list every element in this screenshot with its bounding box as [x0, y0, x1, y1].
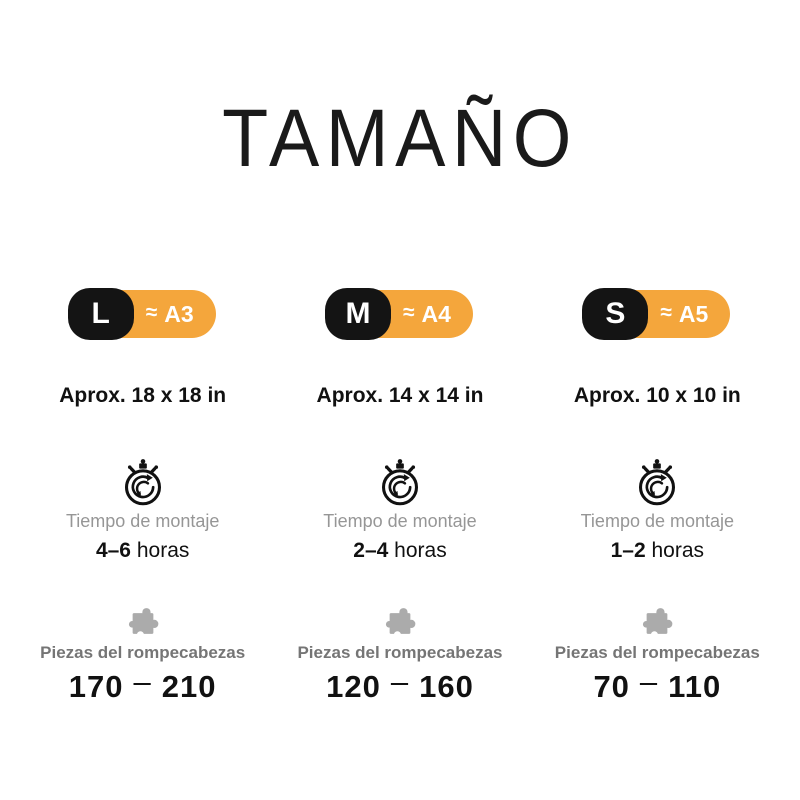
pieces-max: 110 — [668, 669, 722, 704]
dimensions-text: Aprox. 14 x 14 in — [316, 384, 484, 407]
time-unit: horas — [136, 539, 190, 562]
puzzle-piece-icon — [638, 601, 676, 639]
size-letter: M — [345, 297, 371, 330]
time-range: 1–2 — [610, 539, 646, 562]
time-range: 4–6 — [95, 539, 131, 562]
pieces-label: Piezas del rompecabezas — [40, 643, 246, 662]
approx-symbol: ≈ — [145, 301, 158, 324]
paper-size: A3 — [164, 300, 194, 327]
page-title: TAMAÑO — [222, 93, 578, 184]
pieces-separator: – — [639, 664, 659, 699]
pieces-max: 210 — [161, 669, 217, 704]
approx-symbol: ≈ — [403, 301, 415, 324]
pieces-min: 70 — [593, 669, 630, 704]
pieces-separator: – — [390, 664, 410, 699]
stopwatch-icon — [377, 456, 423, 508]
pieces-min: 170 — [68, 669, 124, 704]
assembly-time-value: 4–6 horas — [96, 539, 189, 563]
pieces-label: Piezas del rompecabezas — [297, 643, 503, 662]
size-letter-chip: L — [67, 288, 134, 340]
size-column-l: L ≈ A3 Aprox. 18 x 18 in — [14, 288, 271, 705]
size-badge-l: L ≈ A3 — [67, 288, 216, 340]
dimensions-text: Aprox. 18 x 18 in — [59, 384, 227, 407]
assembly-time-value: 2–4 horas — [353, 539, 446, 563]
paper-size: A5 — [678, 300, 709, 327]
size-badge-s: S ≈ A5 — [582, 288, 731, 340]
time-unit: horas — [394, 539, 447, 562]
pieces-label: Piezas del rompecabezas — [554, 643, 760, 662]
assembly-time-label: Tiempo de montaje — [65, 511, 220, 531]
dimensions-text: Aprox. 10 x 10 in — [573, 384, 741, 407]
size-letter-chip: S — [582, 288, 649, 340]
size-column-m: M ≈ A4 Aprox. 14 x 14 in — [271, 288, 528, 705]
paper-size-label: ≈ A3 — [146, 301, 194, 328]
assembly-time-value: 1–2 horas — [611, 539, 704, 563]
pieces-separator: – — [133, 664, 152, 699]
time-unit: horas — [651, 539, 705, 562]
stopwatch-icon — [634, 456, 680, 508]
assembly-time-label: Tiempo de montaje — [580, 511, 735, 531]
pieces-min: 120 — [326, 669, 381, 704]
puzzle-piece-icon — [381, 601, 419, 639]
size-columns: L ≈ A3 Aprox. 18 x 18 in — [0, 288, 800, 705]
pieces-range: 120–160 — [326, 664, 474, 705]
puzzle-piece-icon — [124, 601, 162, 639]
assembly-time-label: Tiempo de montaje — [323, 511, 477, 531]
size-letter: L — [91, 297, 110, 330]
stopwatch-icon — [120, 456, 166, 508]
size-letter: S — [605, 297, 626, 330]
paper-size-label: ≈ A4 — [403, 301, 451, 328]
approx-symbol: ≈ — [660, 301, 672, 324]
size-column-s: S ≈ A5 Aprox. 10 x 10 in — [529, 288, 786, 705]
time-range: 2–4 — [353, 539, 389, 562]
size-letter-chip: M — [325, 288, 392, 340]
pieces-range: 70–110 — [593, 664, 722, 705]
pieces-max: 160 — [419, 669, 474, 704]
pieces-range: 170–210 — [68, 664, 217, 705]
paper-size-label: ≈ A5 — [660, 301, 708, 328]
paper-size: A4 — [421, 300, 451, 327]
size-badge-m: M ≈ A4 — [325, 288, 473, 340]
